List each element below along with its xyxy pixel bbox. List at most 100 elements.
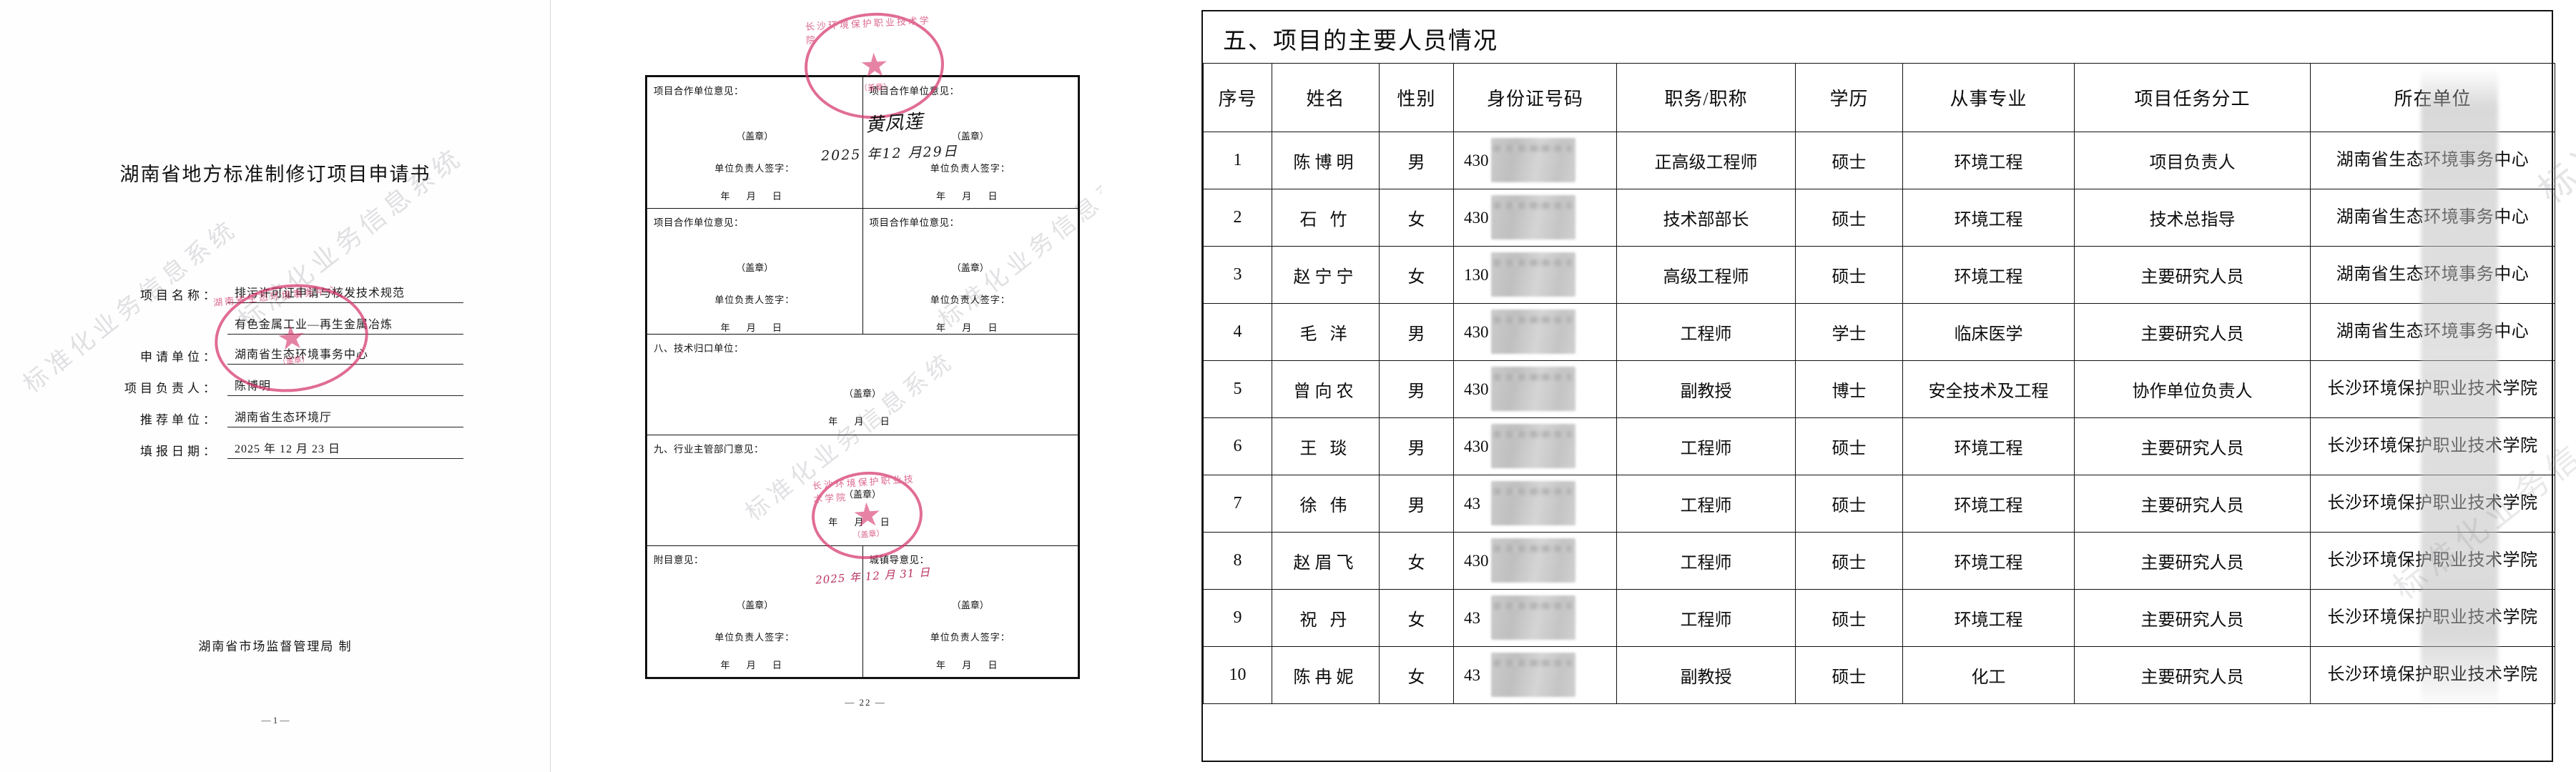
id-prefix: 43 xyxy=(1464,608,1480,627)
cell-major: 环境工程 xyxy=(1902,132,2075,189)
cell-org: 长沙环境保护职业技术学院 xyxy=(2310,475,2555,533)
field-value: 2025 年 12 月 23 日 xyxy=(227,439,463,459)
cell-edu: 硕士 xyxy=(1795,189,1903,247)
field-value: 陈博明 xyxy=(227,376,463,396)
cell-job: 工程师 xyxy=(1616,589,1796,647)
cell-job: 正高级工程师 xyxy=(1616,132,1796,189)
field-label: 申请单位： xyxy=(140,350,219,364)
cell-sex: 男 xyxy=(1379,303,1454,361)
field-label: 推荐单位： xyxy=(140,413,219,427)
cell-org: 长沙环境保护职业技术学院 xyxy=(2310,646,2555,704)
id-prefix: 430 xyxy=(1464,380,1489,398)
redaction-mask xyxy=(1491,481,1575,525)
field-label: 填报日期： xyxy=(140,445,219,458)
cell-heading: 项目合作单位意见： xyxy=(654,86,744,96)
cell-seal-label: （盖章） xyxy=(951,131,989,142)
cell-no: 7 xyxy=(1203,475,1272,533)
cell-no: 8 xyxy=(1203,532,1272,590)
field-project-leader: 项目负责人： 陈博明 xyxy=(120,372,463,396)
redaction-mask xyxy=(1491,310,1575,354)
cell-name: 赵眉飞 xyxy=(1272,532,1380,590)
cell-job: 高级工程师 xyxy=(1616,246,1796,304)
table-row: 9 祝 丹 女 43 工程师 硕士 环境工程 主要研究人员 长沙环境保护职业技术… xyxy=(1203,589,2555,647)
cell-org: 长沙环境保护职业技术学院 xyxy=(2310,417,2555,475)
column-header-job: 职务/职称 xyxy=(1616,63,1796,132)
cell-no: 9 xyxy=(1203,589,1272,647)
cell-major: 环境工程 xyxy=(1902,589,2075,647)
cell-edu: 硕士 xyxy=(1795,532,1903,590)
cell-major: 环境工程 xyxy=(1902,189,2075,247)
table-row: 八、技术归口单位： （盖章） 年 月 日 xyxy=(647,333,1078,435)
cell-org: 长沙环境保护职业技术学院 xyxy=(2310,532,2555,590)
cell-cooperating-unit-opinion-1: 项目合作单位意见： （盖章） 单位负责人签字： 年 月 日 xyxy=(647,76,863,209)
cover-field-list: 项目名称： 排污许可证申请与核发技术规范 有色金属工业—再生金属冶炼 申请单位：… xyxy=(120,279,463,466)
form-page-22: 标准化业务信息系统 标准化业务信息系统 项目合作单位意见： （盖章） 单位负责人… xyxy=(629,0,1101,772)
cell-sex: 女 xyxy=(1379,646,1454,704)
cell-job: 技术部部长 xyxy=(1616,189,1796,247)
cell-sex: 男 xyxy=(1379,132,1454,189)
section-title: 五、项目的主要人员情况 xyxy=(1223,29,1498,54)
personnel-section-box: 五、项目的主要人员情况 序号 姓名 性别 身份证号码 职务/职称 学历 从事专业 xyxy=(1201,10,2555,762)
cell-name: 徐 伟 xyxy=(1272,475,1380,533)
cell-heading: 八、技术归口单位： xyxy=(654,342,744,354)
cell-major: 临床医学 xyxy=(1902,303,2075,361)
cell-task: 主要研究人员 xyxy=(2074,589,2311,647)
table-row: 6 王 琰 男 430 工程师 硕士 环境工程 主要研究人员 长沙环境保护职业技… xyxy=(1203,417,2555,475)
column-header-task: 项目任务分工 xyxy=(2074,63,2311,132)
column-header-edu: 学历 xyxy=(1795,63,1903,132)
cell-id-number: 43 xyxy=(1453,646,1617,704)
cell-date-label: 年 月 日 xyxy=(828,516,897,528)
id-prefix: 130 xyxy=(1464,265,1489,284)
id-prefix: 430 xyxy=(1464,437,1489,455)
field-label: 项目负责人： xyxy=(124,382,219,395)
cell-heading: 城镇导意见： xyxy=(869,555,930,566)
cell-date-label: 年 月 日 xyxy=(935,322,1005,333)
cell-date-label: 年 月 日 xyxy=(935,660,1005,671)
cell-signature-label: 单位负责人签字： xyxy=(930,163,1011,174)
cell-no: 2 xyxy=(1203,189,1272,247)
table-row: 项目合作单位意见： （盖章） 单位负责人签字： 年 月 日 项目合作单位意见： … xyxy=(647,76,1078,209)
cell-task: 技术总指导 xyxy=(2074,189,2311,247)
table-row: 8 赵眉飞 女 430 工程师 硕士 环境工程 主要研究人员 长沙环境保护职业技… xyxy=(1203,532,2555,590)
cell-org: 湖南省生态环境事务中心 xyxy=(2310,189,2555,247)
cell-edu: 硕士 xyxy=(1795,589,1903,647)
cell-org: 长沙环境保护职业技术学院 xyxy=(2310,589,2555,647)
field-value: 湖南省生态环境厅 xyxy=(227,407,463,427)
cell-date-label: 年 月 日 xyxy=(720,322,789,333)
cell-task: 项目负责人 xyxy=(2074,132,2311,189)
redaction-mask xyxy=(1491,138,1575,182)
cell-industry-authority-opinion: 九、行业主管部门意见： （盖章） 年 月 日 xyxy=(647,434,1078,547)
cover-page: 湖南省地方标准制修订项目申请书 标准化业务信息系统 标准化业务信息系统 项目名称… xyxy=(0,0,551,772)
cell-no: 3 xyxy=(1203,246,1272,304)
table-row: 1 陈博明 男 430 正高级工程师 硕士 环境工程 项目负责人 湖南省生态环境… xyxy=(1203,132,2555,189)
cell-name: 赵宁宁 xyxy=(1272,246,1380,304)
cell-name: 王 琰 xyxy=(1272,417,1380,475)
id-prefix: 430 xyxy=(1464,322,1489,341)
redaction-mask xyxy=(1491,538,1575,583)
cell-job: 副教授 xyxy=(1616,360,1796,418)
cell-edu: 硕士 xyxy=(1795,246,1903,304)
cell-edu: 硕士 xyxy=(1795,646,1903,704)
cell-task: 主要研究人员 xyxy=(2074,475,2311,533)
cell-heading: 项目合作单位意见： xyxy=(654,217,744,228)
cell-no: 4 xyxy=(1203,303,1272,361)
id-prefix: 430 xyxy=(1464,551,1489,570)
cell-name: 石 竹 xyxy=(1272,189,1380,247)
cell-signature-label: 单位负责人签字： xyxy=(930,294,1011,305)
column-header-no: 序号 xyxy=(1203,63,1272,132)
cell-seal-label: （盖章） xyxy=(736,262,774,273)
cell-seal-label: （盖章） xyxy=(951,262,989,273)
cell-date-label: 年 月 日 xyxy=(720,191,789,202)
field-recommending-unit: 推荐单位： 湖南省生态环境厅 xyxy=(120,403,463,427)
id-prefix: 430 xyxy=(1464,151,1489,169)
cell-name: 陈冉妮 xyxy=(1272,646,1380,704)
cell-seal-label: （盖章） xyxy=(843,488,881,500)
personnel-page: 五、项目的主要人员情况 序号 姓名 性别 身份证号码 职务/职称 学历 从事专业 xyxy=(1123,0,2576,772)
cell-no: 1 xyxy=(1203,132,1272,189)
field-value: 有色金属工业—再生金属冶炼 xyxy=(227,315,463,335)
cell-job: 工程师 xyxy=(1616,475,1796,533)
cell-major: 环境工程 xyxy=(1902,246,2075,304)
cell-sex: 女 xyxy=(1379,189,1454,247)
id-prefix: 43 xyxy=(1464,494,1480,513)
